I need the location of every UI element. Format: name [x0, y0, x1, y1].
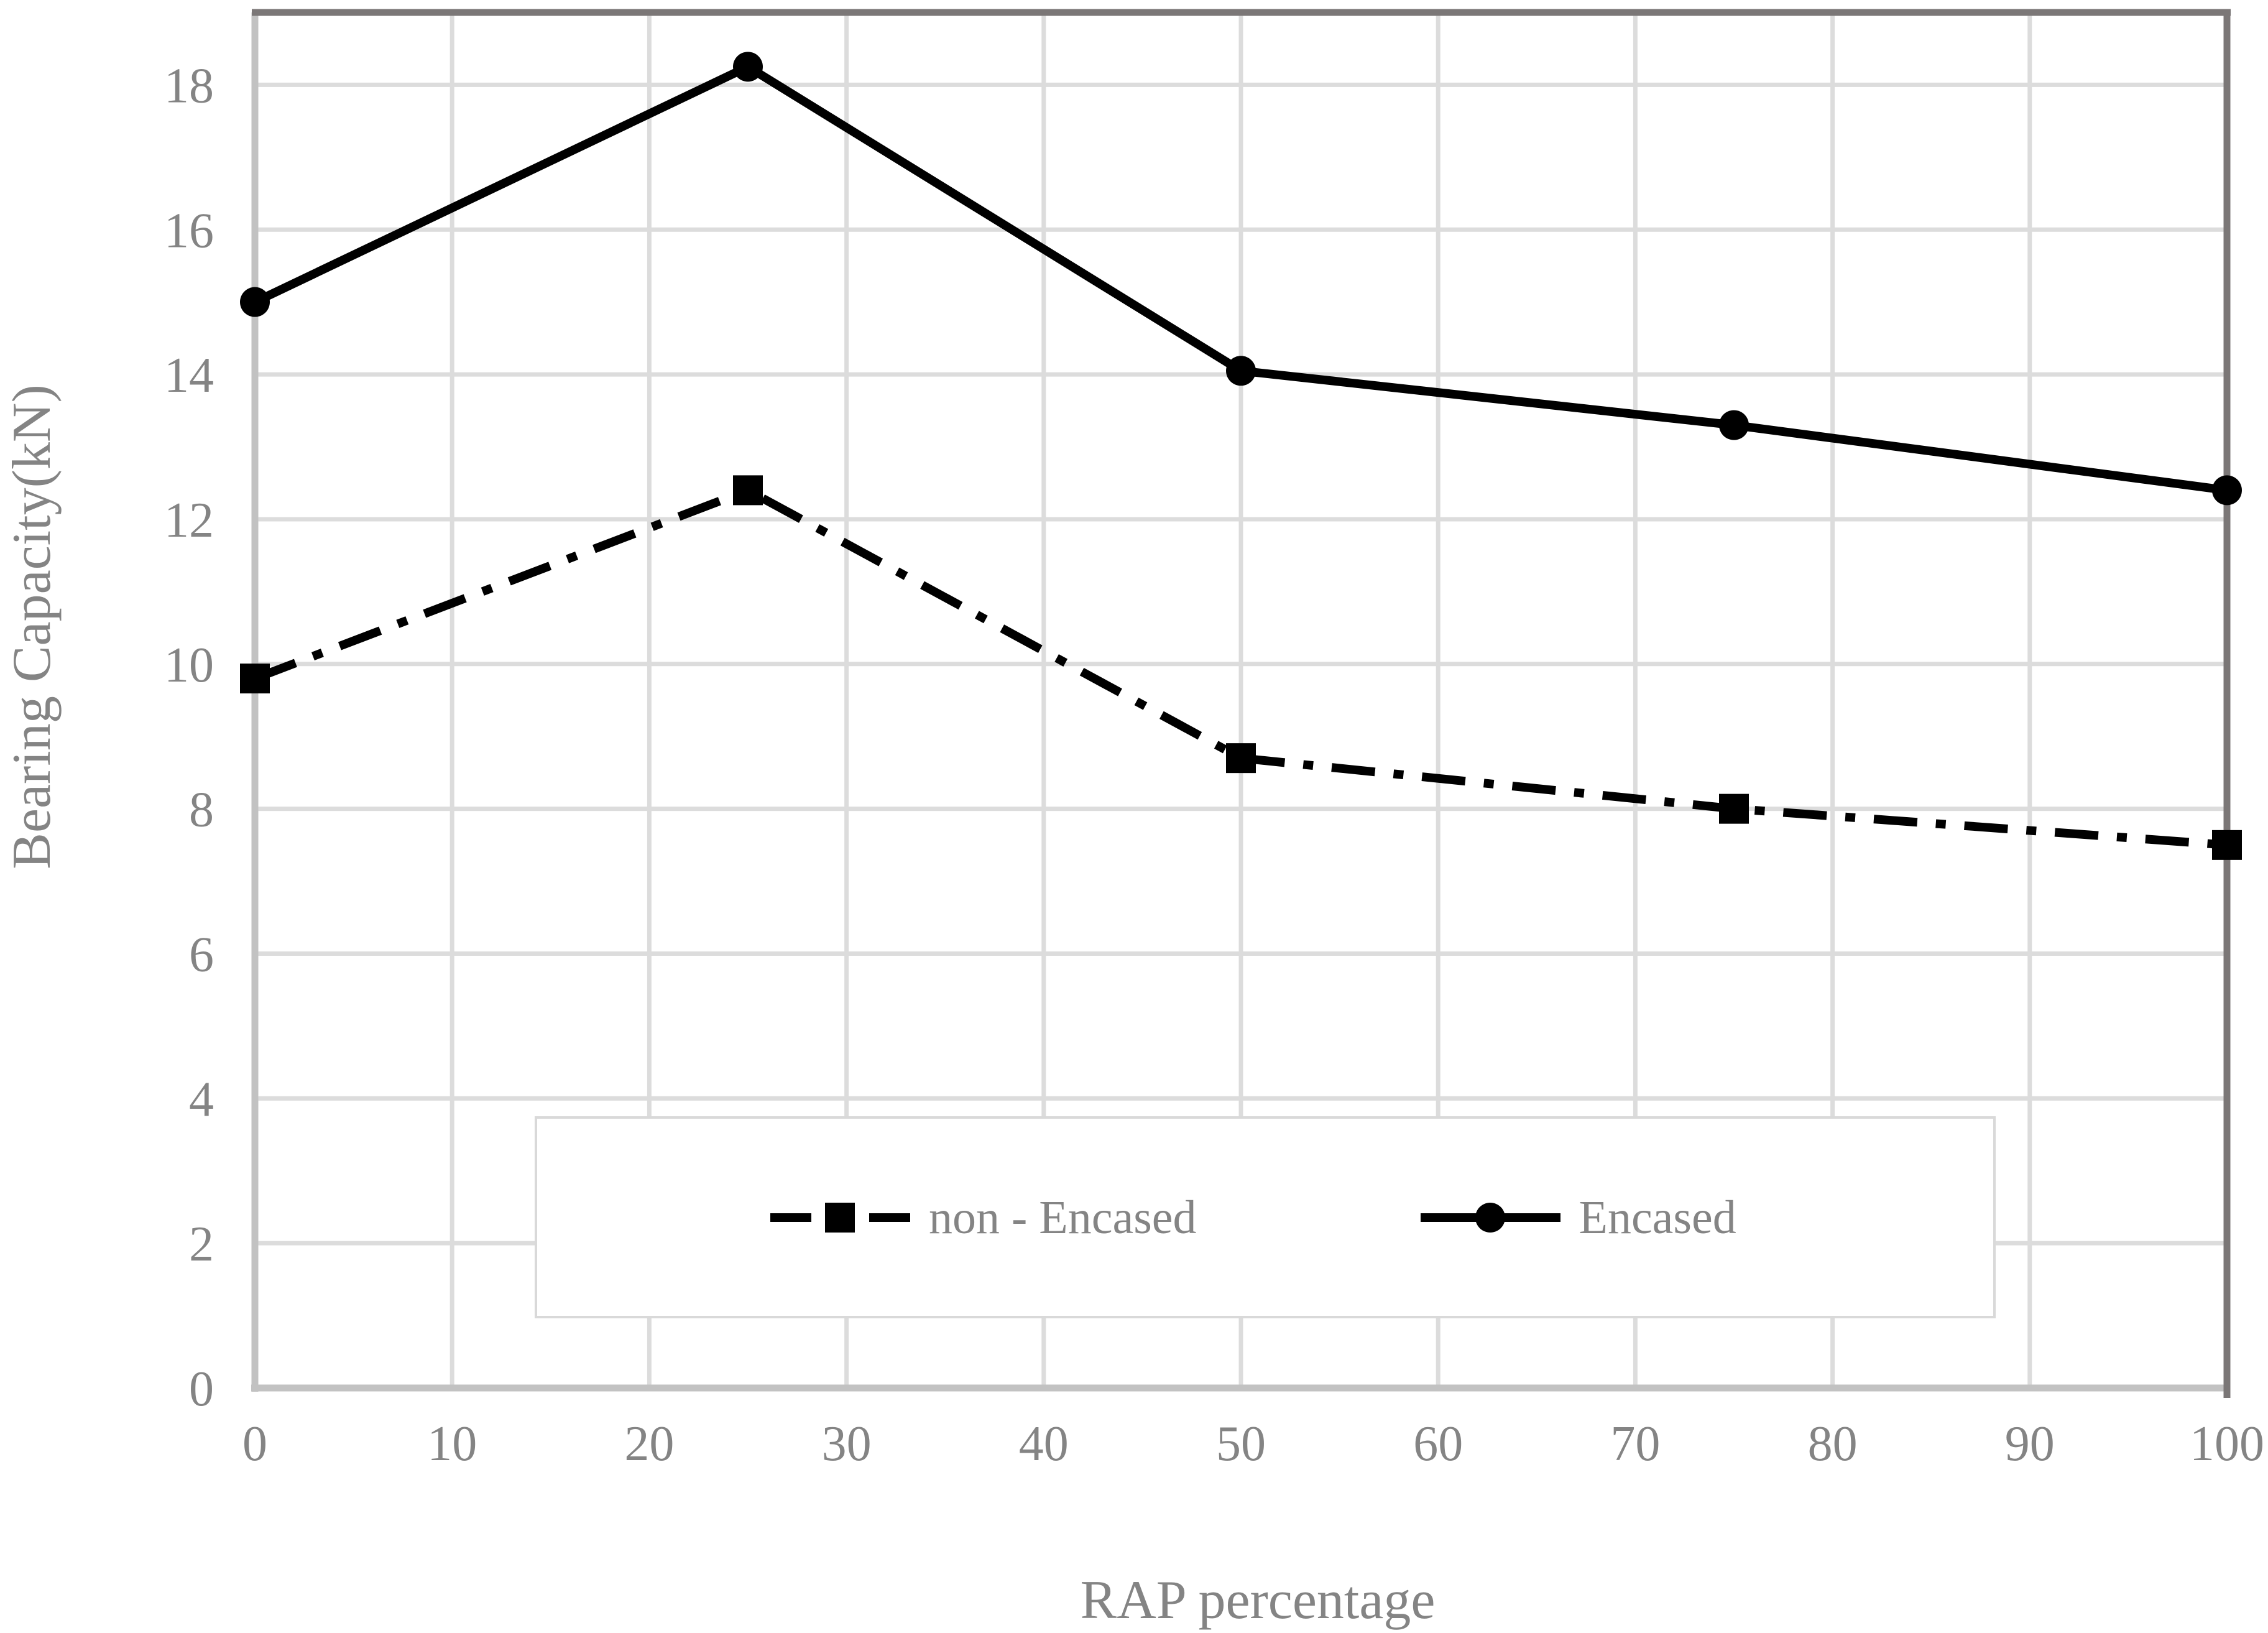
non-encased-line-sample-icon	[770, 1202, 910, 1233]
legend-square-marker	[825, 1202, 855, 1233]
x-tick-label: 100	[2190, 1417, 2264, 1471]
x-tick-label: 60	[1413, 1417, 1463, 1471]
legend-circle-marker	[1475, 1202, 1505, 1233]
data-point-circle-marker	[1719, 410, 1749, 440]
data-point-square-marker	[733, 475, 763, 506]
legend: non - Encased Encased	[535, 1116, 1996, 1318]
x-tick-label: 20	[624, 1417, 674, 1471]
y-tick-label: 4	[189, 1072, 214, 1127]
data-point-square-marker	[1226, 743, 1256, 774]
series-line-non-encased	[253, 485, 2228, 849]
y-tick-label: 8	[189, 783, 214, 838]
x-tick-label: 40	[1019, 1417, 1069, 1471]
y-tick-label: 14	[164, 348, 214, 403]
y-tick-label: 16	[164, 203, 214, 258]
data-point-square-marker	[2212, 830, 2242, 860]
legend-entry-encased: Encased	[1420, 1191, 1736, 1244]
data-point-square-marker	[1719, 793, 1749, 824]
data-point-circle-marker	[733, 52, 763, 82]
legend-label-non-encased: non - Encased	[929, 1191, 1197, 1244]
x-tick-label: 90	[2005, 1417, 2055, 1471]
y-tick-label: 18	[164, 58, 214, 113]
data-point-square-marker	[240, 664, 270, 694]
x-tick-label: 30	[822, 1417, 872, 1471]
x-tick-label: 80	[1808, 1417, 1858, 1471]
x-tick-label: 10	[427, 1417, 477, 1471]
y-tick-label: 12	[164, 493, 214, 548]
legend-entry-non-encased: non - Encased	[770, 1194, 1197, 1241]
legend-dash	[869, 1213, 910, 1222]
x-axis-title: RAP percentage	[1080, 1570, 1436, 1631]
y-tick-label: 0	[189, 1362, 214, 1417]
y-axis-title: Bearing Capacity(kN)	[2, 384, 62, 869]
legend-label-encased: Encased	[1579, 1191, 1736, 1244]
y-tick-label: 10	[164, 638, 214, 693]
data-point-circle-marker	[2212, 475, 2242, 506]
data-point-circle-marker	[240, 287, 270, 317]
y-tick-label: 2	[189, 1217, 214, 1272]
x-tick-label: 50	[1216, 1417, 1266, 1471]
y-tick-label: 6	[189, 927, 214, 982]
x-tick-label: 0	[242, 1417, 267, 1471]
legend-dash	[770, 1213, 811, 1222]
data-point-circle-marker	[1226, 356, 1256, 386]
encased-line-sample-icon	[1420, 1202, 1560, 1233]
x-tick-label: 70	[1610, 1417, 1660, 1471]
